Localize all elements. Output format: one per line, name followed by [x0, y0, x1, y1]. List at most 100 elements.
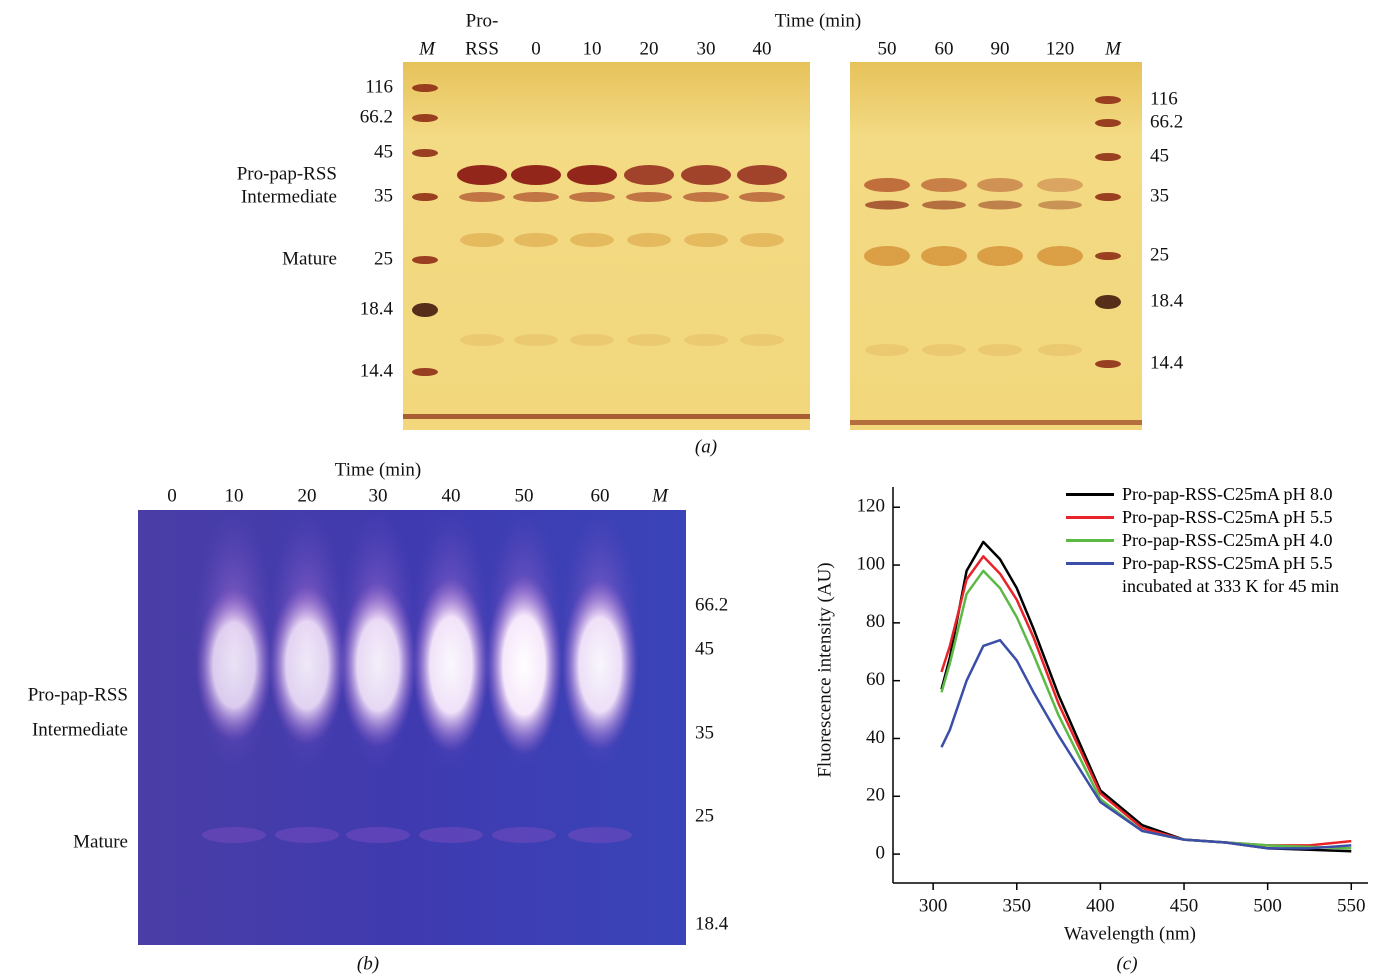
gel-band [864, 246, 910, 266]
marker-label: 35 [1150, 185, 1169, 206]
gel-band [684, 233, 728, 247]
gel-band [269, 585, 345, 745]
y-tick-label: 20 [866, 785, 885, 806]
gel-band [1095, 295, 1121, 309]
lane-label: 30 [697, 38, 716, 59]
legend-label: Pro-pap-RSS-C25mA pH 5.5 [1122, 507, 1333, 527]
gel-band [413, 578, 489, 752]
gel-band [922, 344, 966, 356]
legend-swatch [1066, 516, 1114, 519]
band-label: Mature [282, 248, 337, 269]
gel-band [737, 165, 787, 185]
lane-label: RSS [465, 38, 499, 59]
data-line [940, 638, 1352, 850]
lane-label: M [651, 485, 669, 506]
gel-band [1095, 360, 1121, 368]
gel-dye-front [850, 420, 1142, 425]
gel-dye-front [403, 414, 810, 419]
marker-label: 66.2 [695, 594, 728, 615]
band-label: Intermediate [241, 186, 337, 207]
gel-band [460, 334, 504, 346]
lane-label: 20 [298, 485, 317, 506]
gel-band [864, 178, 910, 192]
gel-band [921, 246, 967, 266]
caption: (b) [357, 953, 379, 974]
lane-label: 10 [225, 485, 244, 506]
lane-label: 40 [753, 38, 772, 59]
marker-label: 66.2 [1150, 111, 1183, 132]
gel-band [740, 334, 784, 346]
gel-band [412, 114, 438, 122]
legend-label: Pro-pap-RSS-C25mA pH 5.5 incubated at 33… [1122, 553, 1339, 596]
band-label: Mature [73, 831, 128, 852]
legend-entry: Pro-pap-RSS-C25mA pH 4.0 [1066, 529, 1397, 552]
gel-band [513, 192, 559, 202]
marker-label: 25 [1150, 244, 1169, 265]
x-tick-label: 300 [919, 895, 948, 916]
y-tick-label: 80 [866, 611, 885, 632]
marker-label: 45 [374, 141, 393, 162]
lane-label: M [1104, 38, 1122, 59]
gel-band [865, 344, 909, 356]
x-axis-title: Wavelength (nm) [1064, 923, 1196, 944]
y-tick-label: 100 [857, 553, 886, 574]
gel-band [460, 233, 504, 247]
y-axis-title: Fluorescence intensity (AU) [814, 562, 835, 777]
lane-label: 60 [935, 38, 954, 59]
gel-band [627, 233, 671, 247]
gel-band [568, 827, 632, 843]
gel-band [978, 200, 1022, 210]
gel-band [1095, 96, 1121, 104]
gel-band [1095, 252, 1121, 260]
gel-band [567, 165, 617, 185]
gel-band [412, 303, 438, 317]
gel-band [412, 193, 438, 201]
gel-band [740, 233, 784, 247]
legend: Pro-pap-RSS-C25mA pH 8.0 Pro-pap-RSS-C25m… [1066, 483, 1397, 598]
gel-band [562, 579, 638, 751]
gel-band [739, 192, 785, 202]
gel-band [626, 192, 672, 202]
gel-band [1038, 344, 1082, 356]
legend-entry: Pro-pap-RSS-C25mA pH 5.5 [1066, 506, 1397, 529]
gel-band [412, 84, 438, 92]
gel-band [865, 200, 909, 210]
lane-label: 60 [591, 485, 610, 506]
gel-band [419, 827, 483, 843]
marker-label: 18.4 [1150, 290, 1184, 311]
lane-label: 50 [515, 485, 534, 506]
gel-band [570, 334, 614, 346]
gel-band [570, 233, 614, 247]
lane-label: 0 [167, 485, 177, 506]
gel-band [684, 334, 728, 346]
gel-band [1038, 200, 1082, 210]
legend-swatch [1066, 539, 1114, 542]
lane-label: 20 [640, 38, 659, 59]
gel-band [486, 575, 562, 755]
axis-title: Time (min) [775, 10, 861, 31]
marker-label: 66.2 [360, 106, 393, 127]
axis-title: Time (min) [335, 459, 421, 480]
gel-band [922, 200, 966, 210]
lane-label: 50 [878, 38, 897, 59]
caption: (a) [695, 436, 717, 457]
marker-label: 35 [695, 722, 714, 743]
y-tick-label: 0 [876, 842, 886, 863]
legend-swatch [1066, 562, 1114, 565]
gel-band [569, 192, 615, 202]
gel-band [624, 165, 674, 185]
band-label: Pro-pap-RSS [237, 163, 337, 184]
gel-band [492, 827, 556, 843]
marker-label: 25 [695, 805, 714, 826]
gel-band [412, 256, 438, 264]
legend-entry: Pro-pap-RSS-C25mA pH 5.5 incubated at 33… [1066, 552, 1397, 598]
marker-label: 116 [1150, 88, 1178, 109]
band-label: Intermediate [32, 719, 128, 740]
lane-label: M [418, 38, 436, 59]
gel-a-left [403, 62, 810, 430]
marker-label: 45 [695, 638, 714, 659]
y-tick-label: 60 [866, 669, 885, 690]
x-tick-label: 500 [1253, 895, 1282, 916]
